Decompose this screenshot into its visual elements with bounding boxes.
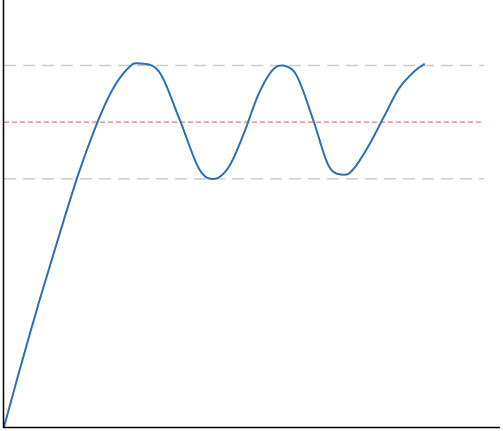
- series-line-0: [3, 62, 425, 428]
- reference-lines: [4, 64, 484, 180]
- series-layer: [3, 62, 425, 428]
